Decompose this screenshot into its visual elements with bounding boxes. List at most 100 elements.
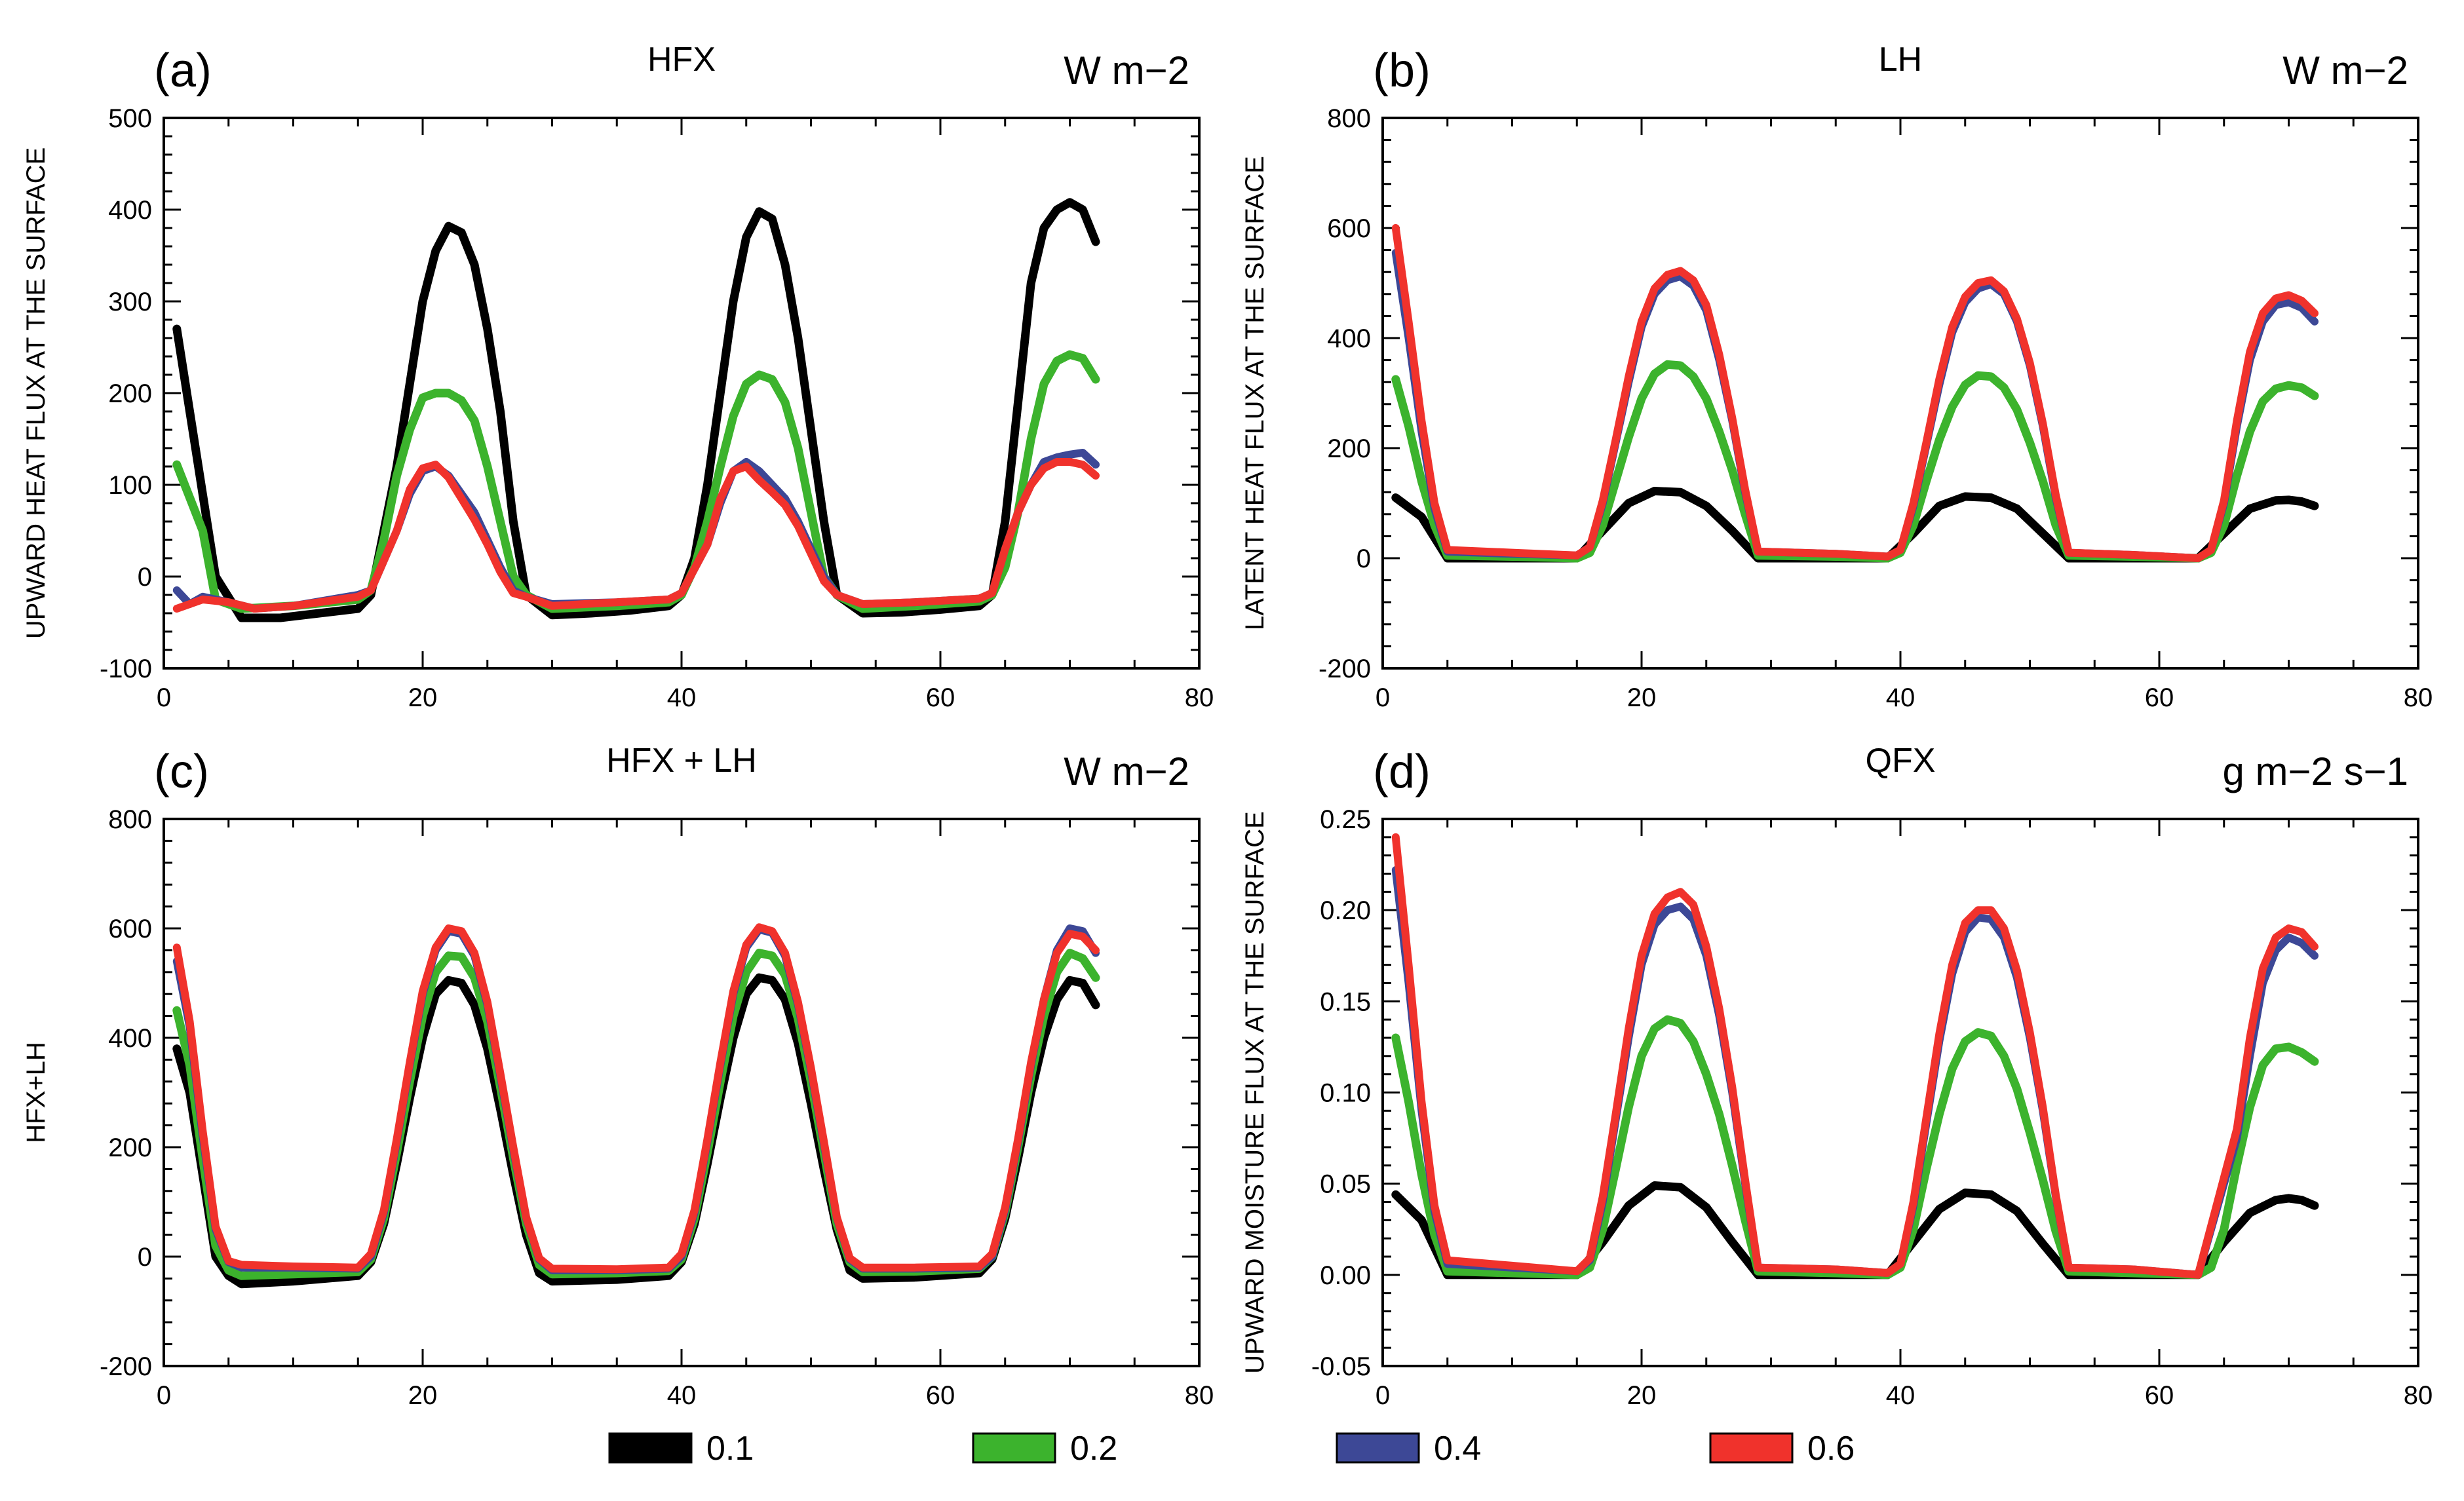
y-tick-label: 300 [108,288,152,316]
plot-title: QFX [1866,742,1936,780]
x-tick-label: 60 [2145,683,2174,712]
y-tick-label: 0 [138,1243,152,1272]
y-tick-label: 100 [108,471,152,500]
panel-3: 0 20 40 60 80 -0.05 0.00 0.05 0.10 0.15 0.20 0.25 UP… [1241,742,2433,1410]
units-label: W m−2 [2282,48,2408,92]
x-tick-label: 60 [2145,1381,2174,1410]
y-tick-label: 600 [1327,214,1371,243]
series-line-0-4 [1391,865,2319,1279]
series-line-0-2 [1391,360,2319,563]
legend-item-0-1: 0.1 [608,1430,754,1468]
x-tick-label: 80 [1185,683,1214,712]
x-tick-label: 60 [926,683,955,712]
plot-frame [1381,117,2419,670]
y-tick-label: 600 [108,915,152,943]
legend-item-0-6: 0.6 [1709,1430,1855,1468]
y-tick-label: -200 [100,1352,152,1381]
x-tick-label: 80 [1185,1381,1214,1410]
legend-swatch [972,1432,1056,1464]
x-tick-label: 0 [1376,683,1390,712]
series-line-0-4 [172,449,1100,613]
panel-label: (c) [154,746,209,798]
series-line-0-1 [1391,1181,2319,1280]
legend-label: 0.1 [706,1430,754,1468]
y-tick-label: -100 [100,655,152,683]
series-line-0-2 [1391,1015,2319,1280]
series-line-0-1 [1391,487,2319,563]
y-tick-label: 0.25 [1320,805,1371,834]
x-tick-label: 40 [1886,683,1915,712]
series-line-0-6 [1391,833,2319,1279]
plot-frame [163,818,1201,1367]
series-line-0-2 [172,350,1100,613]
plot-title: LH [1879,41,1922,79]
plot-title: HFX + LH [606,742,757,780]
y-tick-label: 800 [108,805,152,834]
series-line-0-1 [172,973,1100,1289]
x-tick-label: 40 [1886,1381,1915,1410]
y-tick-label: -200 [1319,655,1371,683]
y-axis-label: HFX+LH [22,1042,50,1143]
legend-label: 0.6 [1807,1430,1855,1468]
y-tick-label: 500 [108,104,152,133]
series-line-0-6 [1391,224,2319,562]
y-axis-label: UPWARD MOISTURE FLUX AT THE SURFACE [1241,811,1269,1374]
y-tick-label: 0.15 [1320,987,1371,1016]
y-tick-label: 0.00 [1320,1261,1371,1290]
series-line-0-6 [172,458,1100,613]
x-tick-label: 80 [2404,683,2433,712]
y-tick-label: 0.20 [1320,896,1371,925]
series-line-0-4 [1391,248,2319,562]
y-tick-label: 200 [108,1133,152,1162]
legend-swatch [608,1432,693,1464]
legend-swatch [1336,1432,1420,1464]
y-tick-label: 400 [108,196,152,225]
y-tick-label: 400 [1327,324,1371,353]
legend: 0.1 0.2 0.4 0.6 [608,1430,1855,1468]
series-line-0-2 [172,949,1100,1280]
x-tick-label: 20 [408,683,438,712]
legend-label: 0.2 [1070,1430,1117,1468]
legend-item-0-4: 0.4 [1336,1430,1481,1468]
y-axis-label: LATENT HEAT FLUX AT THE SURFACE [1241,156,1269,630]
x-tick-label: 60 [926,1381,955,1410]
legend-swatch [1709,1432,1794,1464]
units-label: W m−2 [1064,48,1189,92]
panel-label: (d) [1373,746,1431,798]
plot-frame [1381,818,2419,1367]
y-tick-label: 200 [1327,434,1371,463]
y-tick-label: 0 [138,563,152,592]
x-tick-label: 20 [1627,683,1657,712]
units-label: W m−2 [1064,750,1189,793]
x-tick-label: 0 [1376,1381,1390,1410]
y-tick-label: 800 [1327,104,1371,133]
y-tick-label: 400 [108,1024,152,1053]
panel-label: (a) [154,45,212,97]
x-tick-label: 20 [408,1381,438,1410]
legend-label: 0.4 [1434,1430,1481,1468]
x-tick-label: 40 [667,1381,697,1410]
legend-item-0-2: 0.2 [972,1430,1117,1468]
y-tick-label: 0.05 [1320,1170,1371,1199]
y-axis-label: UPWARD HEAT FLUX AT THE SURFACE [22,147,50,639]
x-tick-label: 80 [2404,1381,2433,1410]
y-tick-label: -0.05 [1311,1352,1371,1381]
x-tick-label: 40 [667,683,697,712]
y-tick-label: 200 [108,379,152,408]
x-tick-label: 0 [157,1381,171,1410]
plot-title: HFX [647,41,716,79]
panel-label: (b) [1373,45,1431,97]
series-line-0-1 [172,198,1100,622]
series-line-0-4 [172,924,1100,1274]
x-tick-label: 0 [157,683,171,712]
x-tick-label: 20 [1627,1381,1657,1410]
series-line-0-6 [172,923,1100,1274]
y-tick-label: 0 [1357,544,1371,573]
y-tick-label: 0.10 [1320,1079,1371,1108]
units-label: g m−2 s−1 [2222,750,2408,793]
